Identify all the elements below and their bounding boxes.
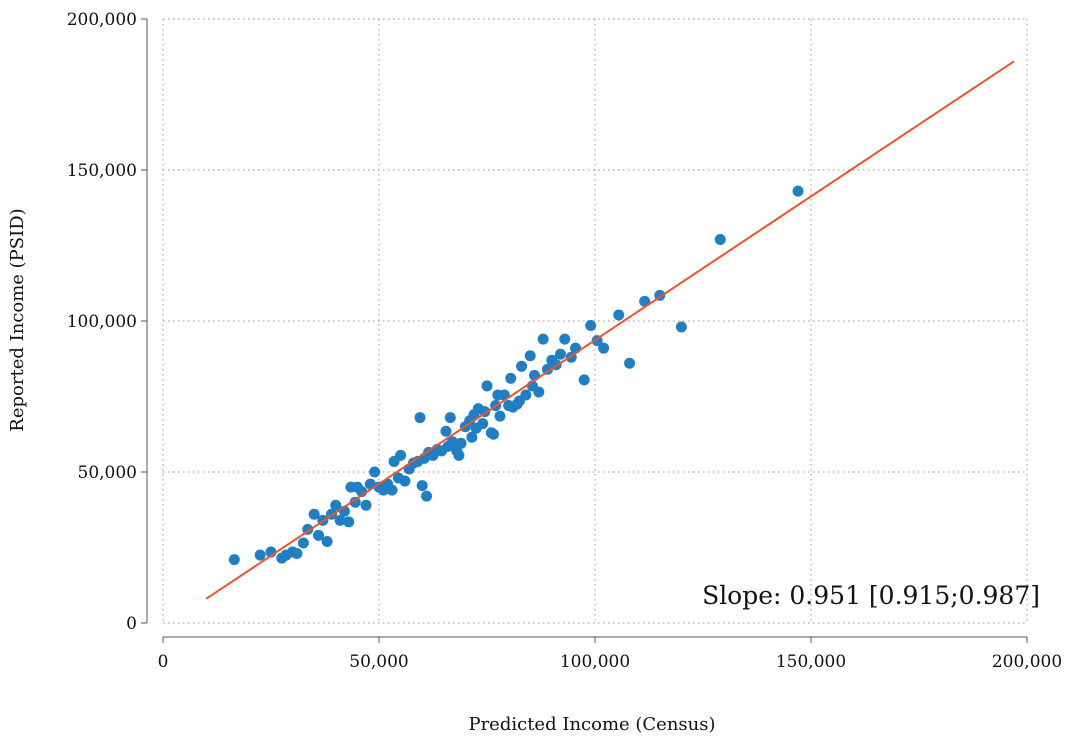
data-point [516, 360, 528, 372]
data-point [343, 516, 355, 528]
data-point [541, 363, 553, 375]
data-point [228, 554, 240, 566]
data-point [675, 321, 687, 333]
data-point [446, 436, 458, 448]
data-point [578, 374, 590, 386]
y-tick-label: 100,000 [67, 312, 137, 332]
data-point [440, 425, 452, 437]
data-point [455, 437, 467, 449]
data-point [395, 449, 407, 461]
x-axis-title: Predicted Income (Census) [468, 714, 715, 735]
x-axis-ticks: 0 50,000 100,000 150,000 200,000 [158, 637, 1062, 672]
slope-annotation: Slope: 0.951 [0.915;0.987] [702, 581, 1040, 610]
data-point [297, 537, 309, 549]
y-tick-label: 200,000 [67, 10, 137, 30]
data-point [559, 333, 571, 345]
data-point [308, 508, 320, 520]
y-axis-title: Reported Income (PSID) [7, 208, 28, 431]
data-point [369, 466, 381, 478]
data-point [481, 380, 493, 392]
data-point [416, 480, 428, 492]
data-point [520, 389, 532, 401]
grid-lines [162, 18, 1028, 624]
x-tick-label: 150,000 [776, 652, 846, 672]
data-point [421, 490, 433, 502]
fit-line-group [205, 60, 1015, 600]
data-point [399, 475, 411, 487]
data-point [598, 342, 610, 354]
data-point [334, 514, 346, 526]
data-point [714, 233, 726, 245]
data-point [487, 428, 499, 440]
data-point [254, 549, 266, 561]
fit-line [205, 60, 1015, 600]
data-point [624, 357, 636, 369]
data-point [585, 320, 597, 332]
data-point [477, 418, 489, 430]
data-point [537, 333, 549, 345]
data-point [349, 496, 361, 508]
data-point [613, 309, 625, 321]
data-point [321, 535, 333, 547]
data-point [453, 449, 465, 461]
data-point [533, 386, 545, 398]
x-tick-label: 100,000 [560, 652, 630, 672]
y-tick-label: 0 [126, 614, 137, 634]
data-point [505, 372, 517, 384]
data-point [360, 499, 372, 511]
data-points [228, 185, 804, 566]
data-point [494, 410, 506, 422]
data-point [291, 548, 303, 560]
x-tick-label: 0 [158, 652, 169, 672]
y-tick-label: 150,000 [67, 161, 137, 181]
data-point [330, 499, 342, 511]
data-point [554, 348, 566, 360]
data-point [792, 185, 804, 197]
y-tick-label: 50,000 [78, 463, 137, 483]
data-point [386, 484, 398, 496]
x-tick-label: 200,000 [992, 652, 1062, 672]
y-axis-ticks: 0 50,000 100,000 150,000 200,000 [67, 10, 147, 634]
data-point [466, 431, 478, 443]
data-point [313, 529, 325, 541]
data-point [444, 412, 456, 424]
data-point [414, 412, 426, 424]
data-point [524, 350, 536, 362]
x-tick-label: 50,000 [349, 652, 408, 672]
